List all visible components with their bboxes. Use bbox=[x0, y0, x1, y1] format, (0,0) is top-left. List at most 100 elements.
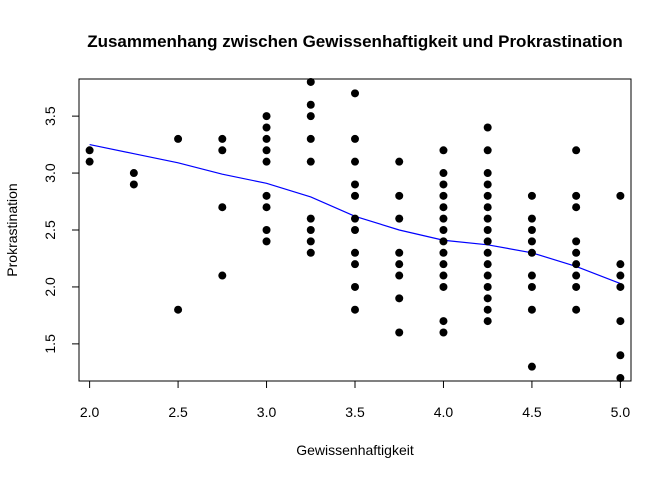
data-point bbox=[262, 157, 271, 166]
data-point bbox=[351, 305, 359, 314]
data-point bbox=[483, 169, 492, 178]
data-point bbox=[483, 203, 492, 212]
y-axis: 1.5 2.0 2.5 3.0 3.5 bbox=[42, 106, 80, 354]
data-point bbox=[616, 271, 625, 280]
data-point bbox=[439, 146, 448, 155]
data-point bbox=[616, 317, 625, 326]
data-point bbox=[527, 305, 536, 314]
data-point bbox=[262, 203, 271, 212]
data-point bbox=[351, 134, 359, 143]
data-point bbox=[483, 226, 492, 234]
y-tick-label: 1.5 bbox=[42, 334, 58, 354]
data-point bbox=[439, 226, 448, 234]
chart-title: Zusammenhang zwischen Gewissenhaftigkeit… bbox=[87, 32, 623, 51]
data-point bbox=[572, 305, 581, 314]
data-point bbox=[218, 271, 227, 280]
y-tick-label: 3.0 bbox=[42, 163, 58, 183]
data-point bbox=[572, 146, 581, 155]
data-point bbox=[262, 237, 271, 246]
data-point bbox=[439, 271, 448, 280]
data-point bbox=[351, 191, 359, 200]
data-point bbox=[439, 317, 448, 326]
x-tick-label: 3.5 bbox=[345, 404, 365, 420]
data-point bbox=[85, 146, 94, 155]
x-tick-label: 2.0 bbox=[80, 404, 100, 420]
data-point bbox=[572, 260, 581, 269]
data-point bbox=[262, 226, 271, 234]
data-point bbox=[174, 305, 183, 314]
data-point bbox=[439, 260, 448, 269]
data-point bbox=[572, 271, 581, 280]
data-point bbox=[351, 180, 359, 189]
data-point bbox=[351, 260, 359, 269]
data-point bbox=[395, 328, 404, 337]
data-point bbox=[395, 248, 404, 257]
y-axis-label: Prokrastination bbox=[4, 183, 20, 276]
data-point bbox=[218, 134, 227, 143]
data-point bbox=[483, 180, 492, 189]
data-point bbox=[351, 89, 359, 98]
data-point bbox=[306, 134, 315, 143]
data-point bbox=[351, 214, 359, 223]
data-point bbox=[439, 282, 448, 291]
data-point bbox=[439, 203, 448, 212]
data-point bbox=[483, 123, 492, 132]
data-point bbox=[439, 191, 448, 200]
data-point bbox=[527, 248, 536, 257]
data-point bbox=[527, 226, 536, 234]
data-point bbox=[483, 191, 492, 200]
data-point bbox=[527, 237, 536, 246]
data-point bbox=[351, 248, 359, 257]
data-point bbox=[439, 248, 448, 257]
data-point bbox=[572, 237, 581, 246]
data-point bbox=[439, 237, 448, 246]
data-point bbox=[527, 191, 536, 200]
data-point bbox=[395, 260, 404, 269]
data-point bbox=[616, 351, 625, 360]
data-point bbox=[262, 123, 271, 132]
data-point bbox=[306, 237, 315, 246]
y-tick-label: 3.5 bbox=[42, 106, 58, 126]
data-point bbox=[395, 271, 404, 280]
data-point bbox=[395, 191, 404, 200]
x-tick-label: 2.5 bbox=[168, 404, 188, 420]
data-point bbox=[306, 157, 315, 166]
data-point bbox=[527, 214, 536, 223]
data-point bbox=[306, 77, 315, 86]
data-point bbox=[262, 134, 271, 143]
data-point bbox=[572, 282, 581, 291]
data-point bbox=[395, 294, 404, 303]
data-point bbox=[306, 214, 315, 223]
y-tick-label: 2.5 bbox=[42, 220, 58, 240]
data-point bbox=[351, 226, 359, 234]
data-point bbox=[351, 282, 359, 291]
data-point bbox=[351, 157, 359, 166]
data-point bbox=[572, 248, 581, 257]
x-axis: 2.0 2.5 3.0 3.5 4.0 4.5 5.0 bbox=[80, 380, 630, 420]
data-point bbox=[395, 214, 404, 223]
data-point bbox=[306, 112, 315, 121]
data-point bbox=[306, 226, 315, 234]
data-point bbox=[483, 260, 492, 269]
data-point bbox=[483, 271, 492, 280]
data-point bbox=[262, 191, 271, 200]
data-point bbox=[616, 282, 625, 291]
data-point bbox=[616, 374, 625, 383]
data-point bbox=[527, 271, 536, 280]
x-tick-label: 3.0 bbox=[257, 404, 277, 420]
data-point bbox=[483, 317, 492, 326]
data-point bbox=[483, 282, 492, 291]
data-point bbox=[174, 134, 183, 143]
data-point bbox=[572, 191, 581, 200]
data-points-layer bbox=[85, 77, 625, 383]
data-point bbox=[439, 214, 448, 223]
data-point bbox=[129, 169, 138, 178]
data-point bbox=[616, 191, 625, 200]
data-point bbox=[218, 146, 227, 155]
y-tick-label: 2.0 bbox=[42, 277, 58, 297]
data-point bbox=[395, 157, 404, 166]
data-point bbox=[527, 362, 536, 371]
data-point bbox=[527, 282, 536, 291]
x-tick-label: 4.0 bbox=[434, 404, 454, 420]
